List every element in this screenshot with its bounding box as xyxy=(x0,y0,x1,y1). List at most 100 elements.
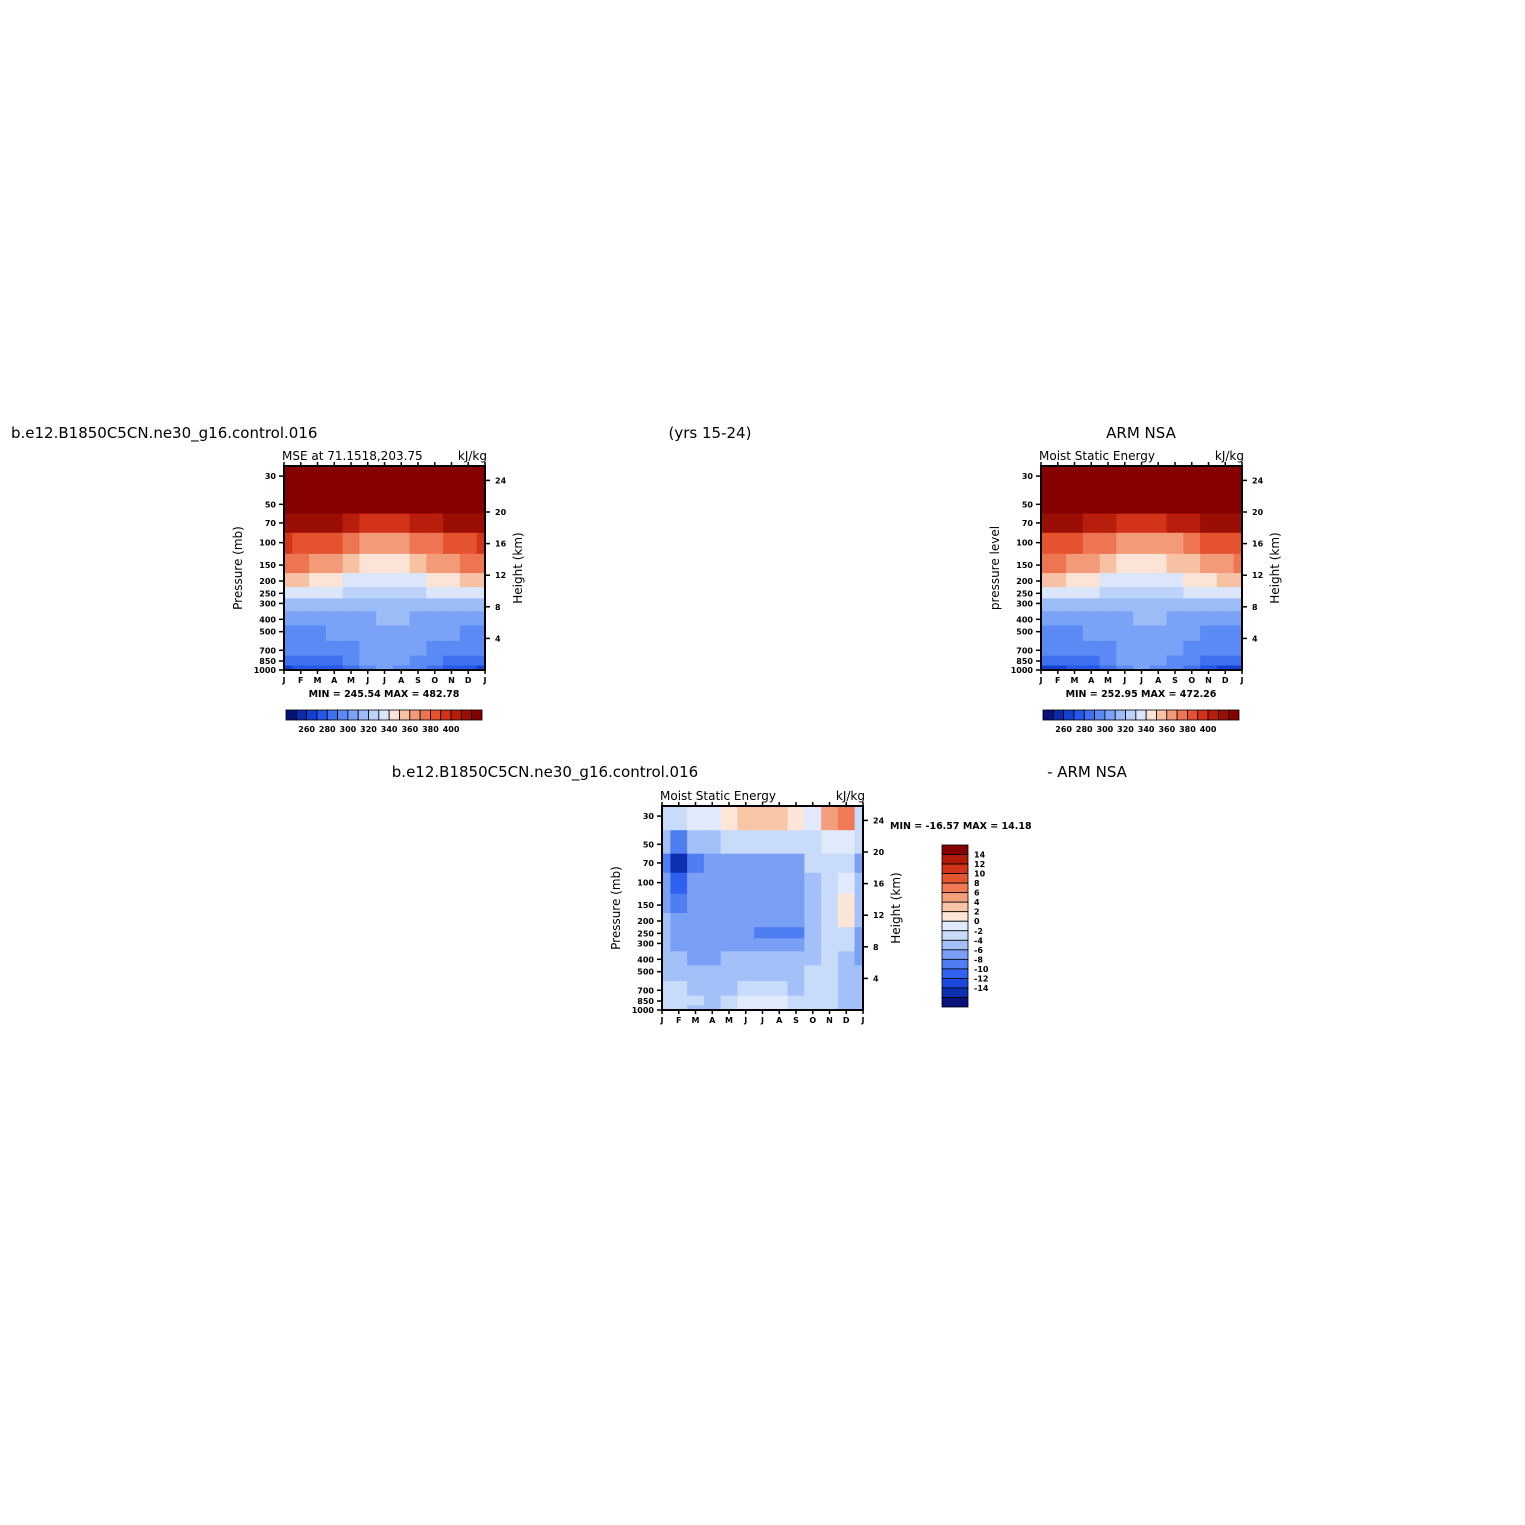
heatmap-cell xyxy=(459,625,478,642)
heatmap-cell xyxy=(1183,611,1201,627)
heatmap-cell xyxy=(1041,490,1050,515)
heatmap-cell xyxy=(376,640,394,657)
heatmap-cell xyxy=(426,598,444,612)
colorbar-box xyxy=(450,709,462,721)
heatmap-cell xyxy=(687,806,705,831)
heatmap-cell xyxy=(392,665,411,671)
case-name-title: b.e12.B1850C5CN.ne30_g16.control.016 xyxy=(11,424,317,443)
heatmap-cell xyxy=(325,532,344,555)
heatmap-cell xyxy=(342,553,360,574)
heatmap-cell xyxy=(804,1005,822,1011)
heatmap-cell xyxy=(1049,532,1067,555)
heatmap-cell xyxy=(284,532,293,555)
colorbar-box xyxy=(1176,709,1188,721)
heatmap-cell xyxy=(476,655,486,667)
heatmap-cell xyxy=(854,853,864,874)
x-tick-label: J xyxy=(743,1016,747,1025)
heatmap-cell xyxy=(737,995,755,1007)
heatmap-cell xyxy=(837,995,856,1007)
heatmap-cell xyxy=(409,466,427,491)
heatmap-cell xyxy=(1200,655,1218,667)
heatmap-cell xyxy=(787,806,805,831)
x-tick-label: D xyxy=(843,1016,850,1025)
heatmap-cells xyxy=(1041,466,1243,671)
heatmap-cell xyxy=(754,951,772,967)
heatmap-cell xyxy=(1133,598,1151,612)
heatmap-cell xyxy=(1066,553,1084,574)
years-title: (yrs 15-24) xyxy=(669,424,752,442)
heatmap-cell xyxy=(670,980,688,997)
heatmap-cell xyxy=(359,587,377,599)
heatmap-cell xyxy=(342,466,360,491)
heatmap-cell xyxy=(737,938,755,952)
heatmap-cell xyxy=(821,913,839,928)
heatmap-cell xyxy=(1216,513,1235,534)
colorbar-label: 400 xyxy=(443,725,460,734)
colorbar-box xyxy=(295,709,308,721)
heatmap-cell xyxy=(1200,490,1218,515)
heatmap-cell xyxy=(1049,573,1067,588)
heatmap-cell xyxy=(703,938,722,952)
heatmap-cell xyxy=(1133,665,1151,671)
panel-title: Moist Static Energy xyxy=(660,789,776,803)
x-tick-label: S xyxy=(415,676,421,685)
y2-tick-label: 8 xyxy=(1252,603,1258,612)
heatmap-cell xyxy=(670,853,688,874)
heatmap-cell xyxy=(284,655,293,667)
heatmap-cell xyxy=(787,913,805,928)
heatmap-cell xyxy=(292,466,310,491)
y2-tick-label: 16 xyxy=(873,880,885,889)
heatmap-cell xyxy=(837,927,856,939)
x-tick-label: F xyxy=(298,676,303,685)
heatmap-cell xyxy=(292,598,310,612)
heatmap-cell xyxy=(737,872,755,895)
x-tick-label: J xyxy=(365,676,369,685)
x-tick-label: J xyxy=(760,1016,764,1025)
heatmap-cell xyxy=(443,513,461,534)
heatmap-cell xyxy=(720,913,738,928)
colorbar-label: 380 xyxy=(1179,725,1196,734)
heatmap-cell xyxy=(325,655,344,667)
heatmap-cell xyxy=(1200,665,1218,671)
heatmap-cell xyxy=(1183,532,1201,555)
y-tick-label: 30 xyxy=(265,472,277,481)
colorbar-box xyxy=(1114,709,1126,721)
y-tick-label: 250 xyxy=(1016,589,1033,598)
heatmap-cell xyxy=(459,573,478,588)
heatmap-cell xyxy=(821,995,839,1007)
x-tick-label: D xyxy=(465,676,472,685)
heatmap-cell xyxy=(1041,655,1050,667)
heatmap-cell xyxy=(662,893,671,914)
heatmap-cell xyxy=(770,980,789,997)
x-tick-label: A xyxy=(331,676,338,685)
heatmap-cell xyxy=(804,965,822,982)
heatmap-cell xyxy=(1082,513,1101,534)
heatmap-cell xyxy=(409,573,427,588)
heatmap-cell xyxy=(409,655,427,667)
heatmap-cell xyxy=(1099,532,1117,555)
heatmap-cell xyxy=(821,951,839,967)
heatmap-cell xyxy=(662,1005,671,1011)
heatmap-cell xyxy=(720,995,738,1007)
y-tick-label: 100 xyxy=(1016,539,1033,548)
y-tick-label: 50 xyxy=(643,840,655,849)
heatmap-cell xyxy=(1116,466,1134,491)
heatmap-cell xyxy=(376,513,394,534)
panel-obs: Moist Static Energy kJ/kgJ F M A M J J A S O N D J305… xyxy=(988,449,1282,734)
heatmap-cell xyxy=(687,853,705,874)
heatmap-cell xyxy=(821,872,839,895)
y2-axis-label: Height (km) xyxy=(889,872,903,943)
heatmap-cell xyxy=(309,598,327,612)
heatmap-cell xyxy=(1116,513,1134,534)
heatmap-cell xyxy=(376,466,394,491)
heatmap-cell xyxy=(670,927,688,939)
heatmap-cell xyxy=(787,951,805,967)
heatmap-cell xyxy=(703,806,722,831)
y2-tick-label: 4 xyxy=(1252,634,1258,643)
heatmap-cell xyxy=(342,532,360,555)
heatmap-cell xyxy=(770,951,789,967)
figure-header: b.e12.B1850C5CN.ne30_g16.control.016 (yr… xyxy=(11,424,1177,782)
heatmap-cell xyxy=(292,587,310,599)
y2-tick-label: 20 xyxy=(873,848,885,857)
y-tick-label: 500 xyxy=(259,628,276,637)
